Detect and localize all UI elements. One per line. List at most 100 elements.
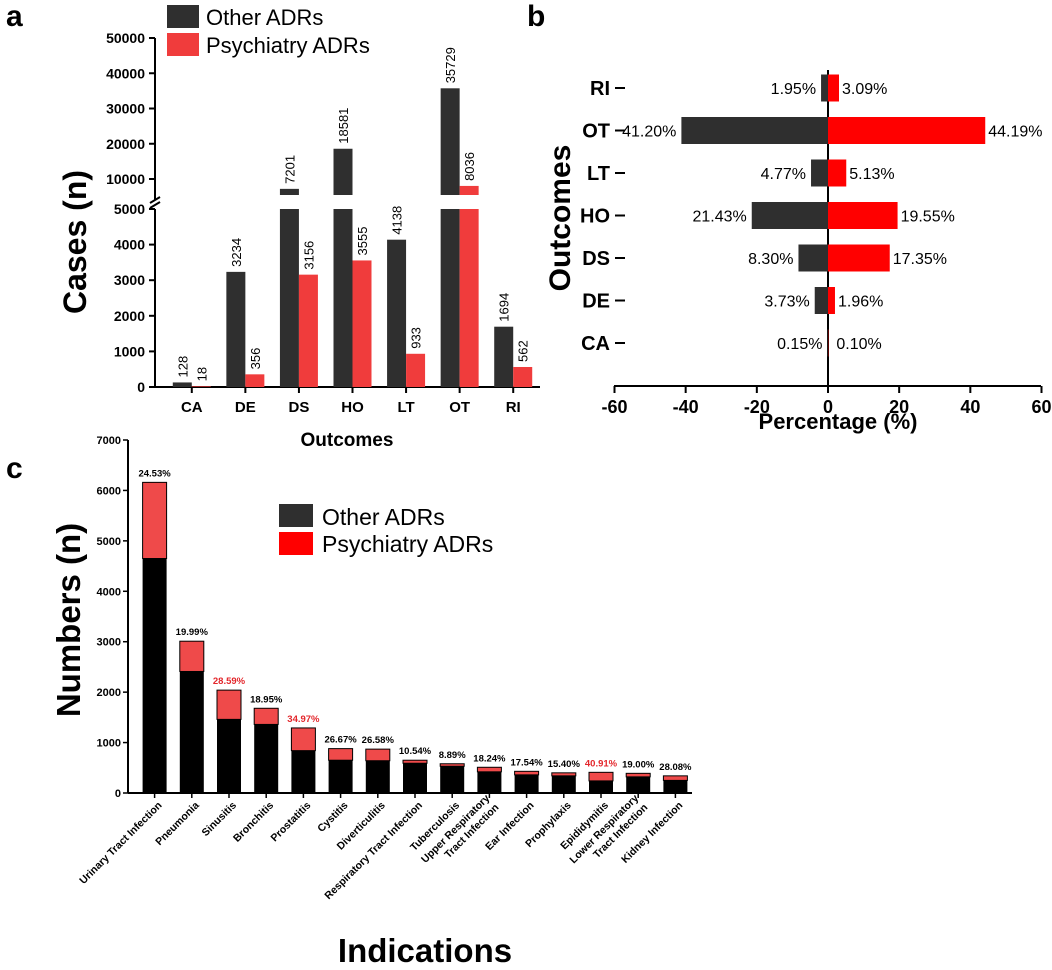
panel-a-value-label: 562	[516, 340, 531, 362]
bar-other-adrs-lower	[333, 209, 353, 387]
panel-b-y-tick-label: DS	[582, 248, 610, 270]
panel-label-c: c	[6, 452, 23, 485]
bar-psychiatry-adrs	[625, 772, 651, 778]
bar-other-adrs	[681, 117, 828, 144]
panel-c-percent-label: 15.40%	[548, 759, 581, 770]
panel-c-percent-label: 40.91%	[585, 758, 618, 769]
panel-a-value-label: 1694	[497, 293, 512, 322]
panel-b-value-label-other: 0.15%	[777, 336, 822, 353]
legend-swatch-other	[279, 504, 313, 527]
panel-b-value-label-psych: 5.13%	[849, 166, 894, 183]
bar-other-adrs	[821, 74, 828, 102]
panel-c-bars	[142, 481, 688, 793]
panel-b-bars	[681, 74, 986, 357]
bar-psychiatry-adrs	[662, 775, 688, 781]
panel-b-x-tick-label: -40	[673, 397, 699, 417]
panel-label-b: b	[527, 0, 545, 33]
panel-b-y-tick-label: DE	[582, 291, 610, 313]
panel-b-y-tick-label: OT	[582, 121, 610, 143]
panel-a-value-label: 3555	[355, 227, 370, 256]
panel-c-x-tick-label: Urinary Tract Infection	[77, 799, 164, 886]
panel-a-value-label: 35729	[443, 47, 458, 83]
panel-c-legend: Other ADRs Psychiatry ADRs	[279, 504, 493, 557]
panel-b-value-label-psych: 17.35%	[893, 251, 947, 268]
bar-other-adrs	[328, 760, 353, 793]
panel-c-y-tick-label: 7000	[97, 435, 121, 447]
panel-b-value-label-other: 1.95%	[771, 81, 816, 98]
bar-other-adrs	[663, 780, 688, 793]
bar-other-adrs	[551, 775, 576, 793]
panel-a-y-tick-label: 20000	[106, 136, 145, 152]
bar-psychiatry-adrs	[551, 772, 577, 777]
panel-c-percent-label: 34.97%	[287, 714, 320, 725]
panel-c-y-axis-title: Numbers (n)	[50, 523, 87, 717]
panel-a-y-tick-label: 30000	[106, 101, 145, 117]
bar-psychiatry-adrs	[476, 766, 502, 773]
bar-psychiatry-adrs	[513, 366, 533, 387]
legend-label-psych: Psychiatry ADRs	[322, 531, 493, 557]
legend-label-other: Other ADRs	[322, 504, 445, 530]
panel-c-chart: 0 1000 2000 3000 4000 5000 6000 7000 Urinary Tra…	[50, 435, 692, 969]
bar-other-adrs	[477, 771, 502, 793]
bar-other-adrs	[403, 763, 427, 793]
panel-c-percent-label: 26.58%	[362, 735, 395, 746]
panel-c-percent-label: 10.54%	[399, 746, 432, 757]
panel-a-x-tick-label: DS	[289, 399, 310, 416]
bar-other-adrs	[814, 287, 828, 314]
bar-psychiatry-adrs	[245, 374, 265, 387]
bar-psychiatry-adrs	[439, 763, 465, 767]
bar-other-adrs	[811, 159, 828, 187]
panel-a-value-label: 3156	[301, 241, 316, 270]
panel-b-value-label-psych: 44.19%	[988, 124, 1042, 141]
panel-a-bars	[172, 88, 533, 387]
bar-other-adrs	[226, 271, 246, 387]
legend-swatch-psych	[167, 33, 199, 56]
bar-psychiatry-adrs	[828, 74, 839, 102]
panel-b-value-label-other: 41.20%	[622, 124, 676, 141]
bar-psychiatry-adrs-lower	[459, 209, 479, 387]
panel-a-y-tick-label: 3000	[114, 272, 145, 288]
panel-a-chart: Other ADRs Psychiatry ADRs 0 1000 2000 3000…	[57, 5, 540, 451]
bar-psychiatry-adrs	[828, 202, 898, 229]
panel-b-x-tick-label: 60	[1031, 397, 1051, 417]
panel-b-x-axis-title: Percentage (%)	[759, 409, 918, 434]
bar-other-adrs	[798, 244, 828, 272]
panel-b-y-tick-label: LT	[587, 163, 610, 185]
panel-label-a: a	[6, 0, 23, 33]
panel-c-percent-label: 19.00%	[622, 759, 655, 770]
bar-psychiatry-adrs	[828, 244, 890, 272]
bar-psychiatry-adrs	[828, 117, 986, 144]
panel-a-x-tick-label: OT	[449, 399, 470, 416]
bar-psychiatry-adrs	[828, 159, 847, 187]
bar-other-adrs-upper	[333, 148, 353, 195]
panel-a-y-tick-label: 5000	[114, 201, 145, 217]
panel-c-x-axis-title: Indications	[338, 932, 512, 969]
panel-a-value-label: 4138	[390, 206, 405, 235]
panel-c-x-tick-label: Prostatitis	[269, 799, 314, 844]
panel-b-x-tick-label: 0	[823, 397, 833, 417]
bar-psychiatry-adrs	[352, 260, 372, 387]
panel-b-value-label-psych: 19.55%	[901, 209, 955, 226]
panel-c-x-tick-label: Cystitis	[315, 799, 350, 834]
panel-c-percent-label: 24.53%	[138, 468, 171, 479]
panel-a-value-label: 128	[175, 356, 190, 378]
panel-c-percent-label: 26.67%	[324, 735, 357, 746]
bar-other-adrs	[494, 326, 514, 387]
bar-other-adrs	[172, 382, 192, 387]
bar-psychiatry-adrs	[179, 640, 205, 672]
bar-psychiatry-adrs	[328, 748, 354, 761]
panel-a-value-label: 356	[248, 348, 263, 370]
panel-c-percent-label: 28.59%	[213, 676, 246, 687]
panel-a-legend: Other ADRs Psychiatry ADRs	[167, 5, 370, 58]
panel-b-y-tick-label: CA	[581, 333, 610, 355]
panel-a-y-tick-label: 0	[137, 379, 145, 395]
panel-c-x-tick-label-line: Urinary Tract Infection	[77, 799, 164, 886]
bar-psychiatry-adrs-upper	[459, 185, 479, 195]
panel-b-value-label-psych: 1.96%	[838, 294, 883, 311]
panel-a-y-tick-label: 4000	[114, 237, 145, 253]
panel-c-y-tick-label: 0	[115, 788, 121, 800]
panel-a-x-axis-title: Outcomes	[301, 430, 394, 451]
panel-a-axes: 0 1000 2000 3000 4000 5000 10000 20000 30000 4000…	[106, 30, 540, 416]
bar-psychiatry-adrs	[402, 759, 428, 764]
